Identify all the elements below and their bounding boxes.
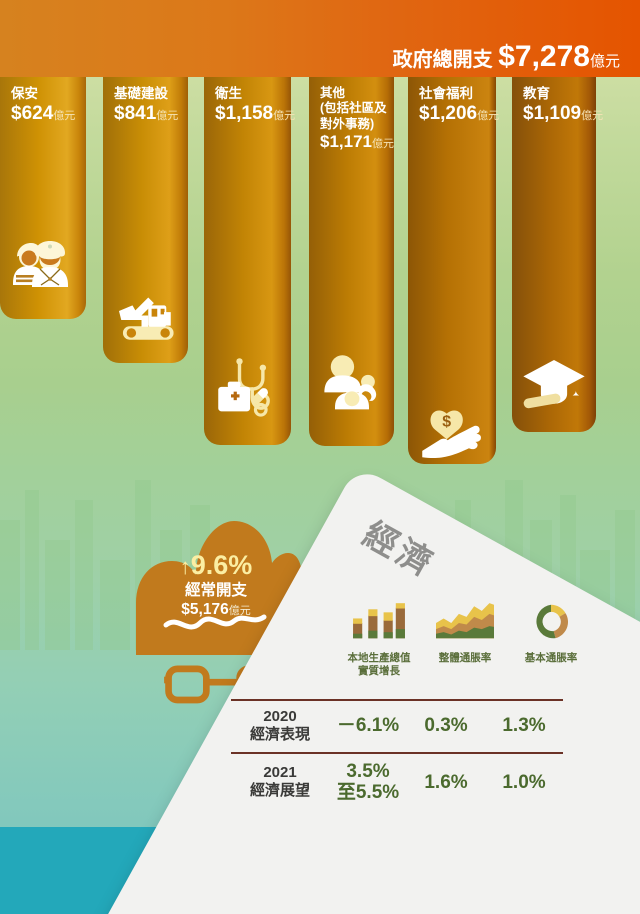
svg-text:$: $ <box>442 413 451 430</box>
